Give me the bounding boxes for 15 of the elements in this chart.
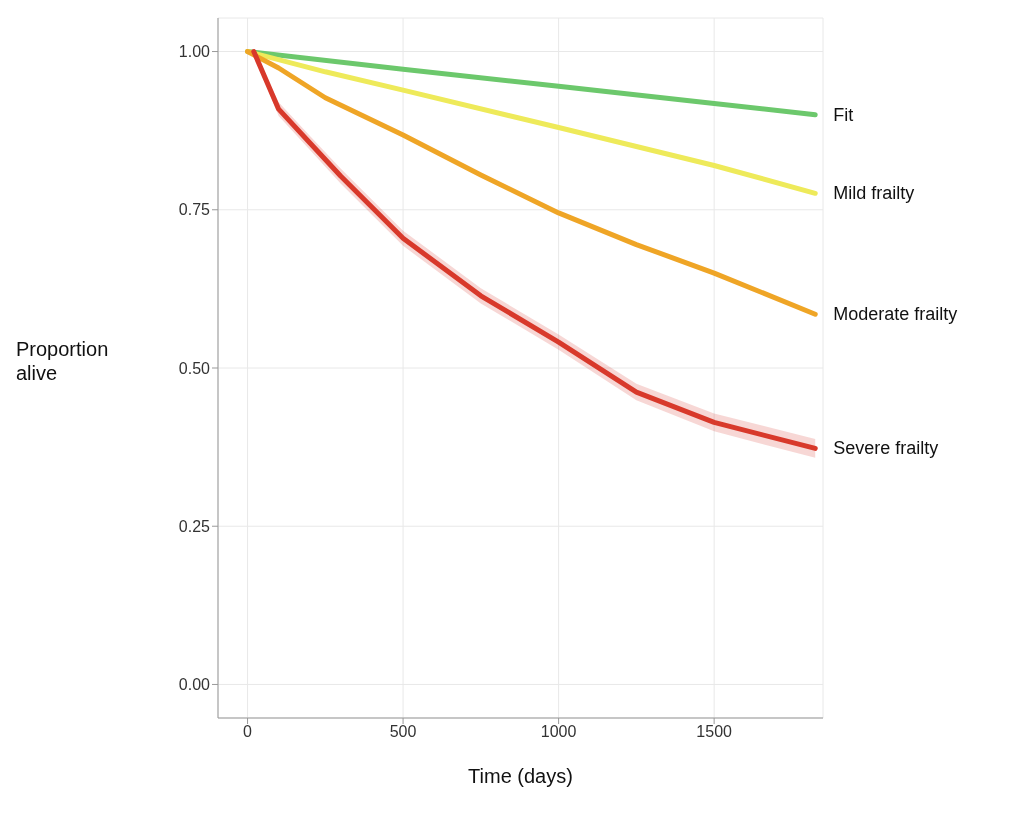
y-tick-label: 0.50 [178, 359, 211, 377]
x-tick-label: 500 [389, 723, 417, 741]
y-tick-label: 0.00 [178, 676, 211, 694]
x-tick-label: 1500 [696, 723, 733, 741]
y-axis-title: Proportion alive [16, 338, 109, 384]
y-tick-label: 1.00 [178, 43, 211, 61]
series-label: Fit [833, 104, 854, 125]
x-tick-label: 0 [243, 723, 253, 741]
series-label: Moderate frailty [833, 304, 958, 325]
y-tick-label: 0.25 [178, 517, 211, 535]
x-axis-title: Time (days) [468, 765, 573, 787]
series-label: Mild frailty [833, 183, 915, 204]
series-label: Severe frailty [833, 438, 939, 459]
x-tick-label: 1000 [540, 723, 577, 741]
y-tick-label: 0.75 [178, 201, 211, 219]
